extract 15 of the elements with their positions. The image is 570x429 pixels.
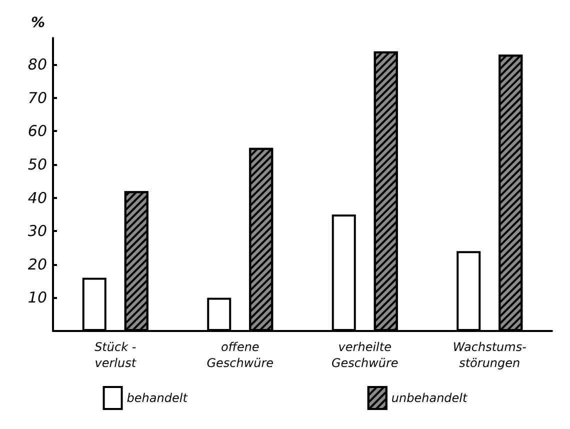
y-tick-label: 60 — [28, 122, 47, 140]
legend-label: behandelt — [126, 391, 189, 405]
y-tick-label: 20 — [28, 255, 47, 274]
y-tick-label: 30 — [28, 222, 47, 240]
y-tick-label: 80 — [28, 56, 47, 74]
y-tick-label: 70 — [28, 88, 47, 107]
y-axis-title: % — [30, 15, 45, 31]
y-tick-label: 50 — [28, 156, 47, 174]
y-tick-label: 40 — [28, 188, 47, 207]
x-tick-label: Stück - verlust — [94, 340, 138, 370]
x-tick-label: offene Geschwüre — [206, 340, 274, 370]
x-tick-label: verheilte Geschwüre — [331, 340, 398, 370]
y-tick-label: 10 — [28, 288, 47, 307]
x-tick-label: Wachstums- störungen — [452, 340, 526, 370]
legend-label: unbehandelt — [391, 391, 469, 405]
